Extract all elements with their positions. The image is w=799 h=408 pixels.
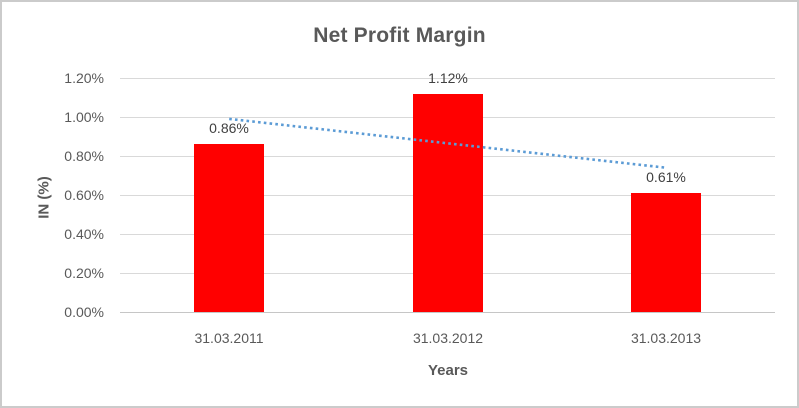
y-axis-tick-label: 0.60%	[64, 187, 104, 203]
y-axis-tick-label: 1.20%	[64, 70, 104, 86]
data-label: 0.86%	[209, 120, 249, 136]
y-axis-tick-label: 0.20%	[64, 265, 104, 281]
gridline	[120, 78, 775, 79]
bar-31.03.2013	[631, 193, 701, 312]
y-axis-tick-label: 0.40%	[64, 226, 104, 242]
y-axis-tick-label: 0.00%	[64, 304, 104, 320]
gridline	[120, 312, 775, 313]
y-axis-tick-label: 1.00%	[64, 109, 104, 125]
bar-31.03.2012	[413, 94, 483, 312]
bar-31.03.2011	[194, 144, 264, 312]
x-axis-title: Years	[427, 362, 469, 379]
x-axis-tick-label: 31.03.2011	[194, 330, 264, 346]
x-axis-tick-label: 31.03.2012	[412, 330, 484, 346]
y-axis-tick-label: 0.80%	[64, 148, 104, 164]
data-label: 0.61%	[646, 169, 686, 185]
x-axis-tick-label: 31.03.2013	[630, 330, 702, 346]
chart-title: Net Profit Margin	[313, 24, 486, 47]
data-label: 1.12%	[428, 70, 468, 86]
